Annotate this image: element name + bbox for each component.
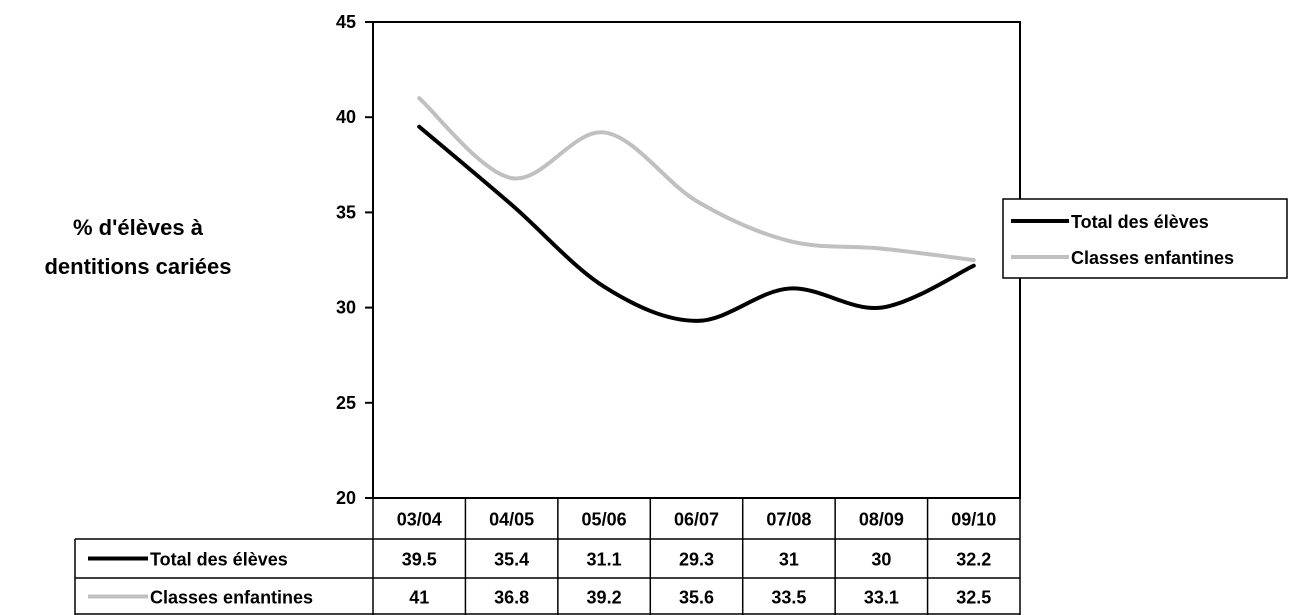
series-line-total	[417, 124, 976, 323]
legend-box	[1002, 198, 1288, 279]
table-cell-total-5: 30	[871, 550, 891, 570]
series-lines	[417, 96, 976, 323]
table-cell-total-1: 35.4	[494, 550, 529, 570]
y-tick-label-5: 45	[336, 12, 356, 32]
table-cell-total-4: 31	[779, 550, 799, 570]
table-cell-total-0: 39.5	[402, 550, 437, 570]
x-tick-label-3: 06/07	[674, 510, 719, 530]
legend-label-classes: Classes enfantines	[1071, 248, 1234, 268]
table-cell-classes-5: 33.1	[864, 588, 899, 608]
x-tick-label-6: 09/10	[951, 510, 996, 530]
y-tick-label-2: 30	[336, 298, 356, 318]
plot-area	[372, 21, 1021, 499]
y-axis: 20 25 30 35 40 45	[336, 12, 373, 508]
x-tick-label-0: 03/04	[397, 510, 442, 530]
legend: Total des élèves Classes enfantines	[1002, 198, 1288, 279]
legend-label-total: Total des élèves	[1071, 212, 1209, 232]
x-tick-label-4: 07/08	[766, 510, 811, 530]
x-tick-label-2: 05/06	[582, 510, 627, 530]
table-cell-classes-1: 36.8	[494, 588, 529, 608]
table-cell-classes-2: 39.2	[587, 588, 622, 608]
table-cell-total-6: 32.2	[956, 550, 991, 570]
table-cell-total-2: 31.1	[587, 550, 622, 570]
table-row-label-classes: Classes enfantines	[150, 588, 313, 608]
table-cell-classes-0: 41	[409, 588, 429, 608]
y-tick-label-3: 35	[336, 202, 356, 222]
y-axis-label-line-1: % d'élèves à	[73, 215, 204, 240]
y-axis-label: % d'élèves à dentitions cariées	[44, 215, 231, 279]
y-tick-label-0: 20	[336, 488, 356, 508]
series-line-classes	[417, 96, 976, 262]
table-cell-classes-6: 32.5	[956, 588, 991, 608]
y-tick-label-4: 40	[336, 107, 356, 127]
x-tick-label-1: 04/05	[489, 510, 534, 530]
table-cell-total-3: 29.3	[679, 550, 714, 570]
table-cell-classes-3: 35.6	[679, 588, 714, 608]
data-table: 03/04 04/05 05/06 06/07 07/08 08/09 09/10 Total…	[74, 498, 1021, 615]
table-cell-classes-4: 33.5	[771, 588, 806, 608]
table-row-label-total: Total des élèves	[150, 550, 288, 570]
x-tick-label-5: 08/09	[859, 510, 904, 530]
y-tick-label-1: 25	[336, 393, 356, 413]
y-axis-label-line-2: dentitions cariées	[44, 254, 231, 279]
